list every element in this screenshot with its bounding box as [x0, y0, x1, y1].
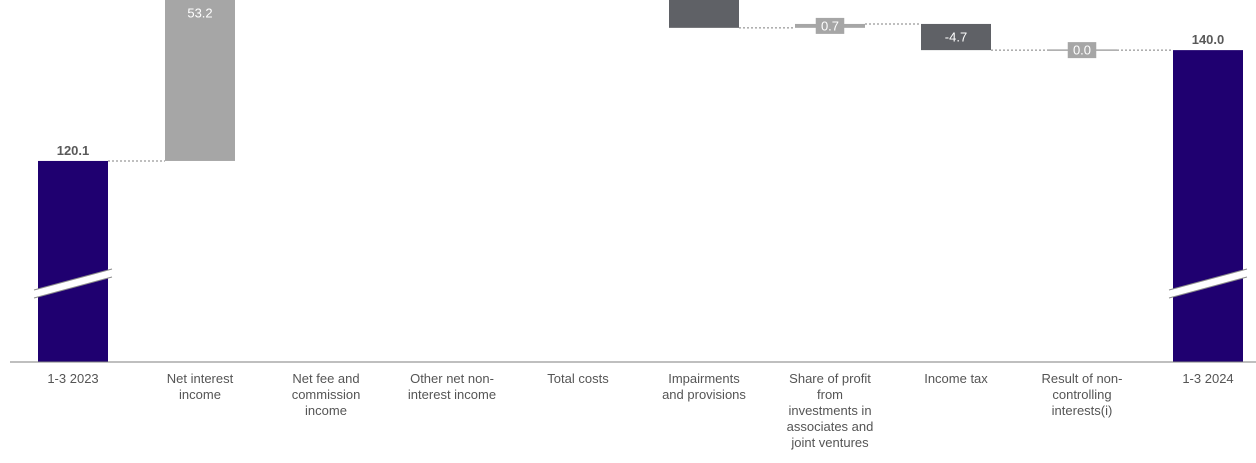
- category-label-line: Net fee and: [292, 371, 360, 386]
- bar-5: [669, 0, 739, 28]
- category-label-line: Result of non-: [1041, 371, 1123, 386]
- category-label-4: Total costs: [518, 371, 638, 387]
- category-label-line: commission: [291, 387, 361, 402]
- category-label-0: 1-3 2023: [13, 371, 133, 387]
- category-label-line: income: [179, 387, 221, 402]
- category-label-8: Result of non-controlling interests(i): [1022, 371, 1142, 419]
- category-label-line: income: [305, 403, 347, 418]
- category-label-line: controlling: [1052, 387, 1112, 402]
- value-label-1: 53.2: [187, 5, 212, 20]
- value-label-8: 0.0: [1073, 43, 1091, 58]
- category-label-line: associates and: [786, 419, 874, 434]
- category-label-9: 1-3 2024: [1148, 371, 1256, 387]
- category-label-line: joint ventures: [791, 435, 869, 450]
- bars: [38, 0, 1243, 362]
- bar-7: [921, 23, 991, 51]
- bar-9: [1173, 50, 1243, 362]
- category-label-7: Income tax: [896, 371, 1016, 387]
- category-label-line: interests(i): [1051, 403, 1113, 418]
- value-label-bg-6: [815, 17, 845, 34]
- category-label-5: Impairments and provisions: [644, 371, 764, 403]
- category-label-line: Other net non-: [410, 371, 494, 386]
- connector-lines: [108, 23, 1173, 162]
- category-label-line: Net interest: [166, 371, 234, 386]
- value-label-7: -4.7: [945, 30, 967, 45]
- value-label-bg-8: [1067, 42, 1097, 59]
- category-label-line: 1-3 2024: [1182, 371, 1234, 386]
- category-label-line: Impairments: [668, 371, 740, 386]
- category-label-line: 1-3 2023: [47, 371, 99, 386]
- category-label-line: Share of profit: [789, 371, 871, 386]
- bar-1: [165, 0, 235, 161]
- category-label-line: and provisions: [662, 387, 746, 402]
- axis-break-0: [33, 268, 113, 299]
- axis-break-9: [1168, 268, 1248, 299]
- value-label-6: 0.7: [821, 18, 839, 33]
- category-label-line: interest income: [407, 387, 497, 402]
- category-label-line: Income tax: [924, 371, 988, 386]
- value-label-9: 140.0: [1192, 32, 1225, 47]
- bar-0: [38, 160, 108, 362]
- category-label-2: Net fee and commission income: [266, 371, 386, 419]
- category-label-1: Net interest income: [140, 371, 260, 403]
- value-labels: 120.153.25.0-2.0-15.2-17.10.7-4.70.0140.…: [57, 5, 1225, 158]
- category-label-line: from: [817, 387, 843, 402]
- category-label-3: Other net non-interest income: [392, 371, 512, 403]
- category-label-line: Total costs: [547, 371, 609, 386]
- category-label-6: Share of profit from investments in associa…: [770, 371, 890, 451]
- value-label-0: 120.1: [57, 143, 90, 158]
- axis-break-marks: [33, 268, 1248, 299]
- category-label-line: investments in: [788, 403, 872, 418]
